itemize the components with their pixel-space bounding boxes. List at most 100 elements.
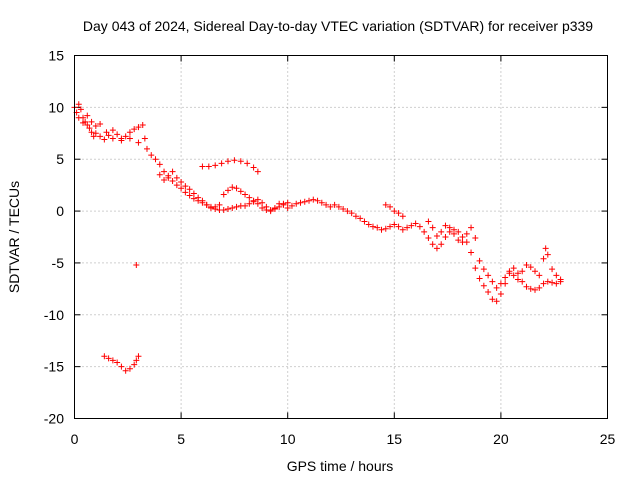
data-point	[267, 207, 274, 214]
data-point	[126, 129, 133, 136]
data-point	[485, 272, 492, 279]
data-point	[425, 235, 432, 242]
data-point	[463, 230, 470, 237]
data-point	[340, 205, 347, 212]
data-point	[489, 296, 496, 303]
data-point	[523, 283, 530, 290]
data-point	[135, 139, 142, 146]
data-point	[186, 186, 193, 193]
data-point	[156, 171, 163, 178]
y-tick-label: 5	[56, 151, 64, 167]
data-point	[126, 135, 133, 142]
data-point	[519, 268, 526, 275]
data-point	[442, 222, 449, 229]
data-point	[301, 198, 308, 205]
series-secondary-trace	[75, 112, 564, 291]
data-point	[225, 158, 232, 165]
data-point	[532, 268, 539, 275]
data-point	[233, 203, 240, 210]
data-point	[357, 215, 364, 222]
data-point	[199, 197, 206, 204]
data-point	[497, 291, 504, 298]
series-upper-arc	[199, 157, 261, 175]
y-tick-labels: -20 -15 -10 -5 0 5 10 15	[44, 48, 64, 427]
data-point	[387, 223, 394, 230]
data-point	[532, 286, 539, 293]
data-point	[259, 204, 266, 211]
data-point	[103, 129, 110, 136]
data-point	[216, 201, 223, 208]
data-point	[557, 276, 564, 283]
data-point	[280, 200, 287, 207]
data-point	[92, 123, 99, 130]
data-point	[288, 202, 295, 209]
data-point	[297, 199, 304, 206]
data-point	[387, 203, 394, 210]
plot-frame	[74, 55, 608, 419]
data-point	[88, 129, 95, 136]
data-point	[382, 225, 389, 232]
data-point	[489, 278, 496, 285]
data-point	[421, 228, 428, 235]
data-point	[173, 174, 180, 181]
data-point	[118, 137, 125, 144]
data-point	[438, 241, 445, 248]
data-point	[135, 353, 142, 360]
data-point	[135, 124, 142, 131]
data-point	[141, 135, 148, 142]
x-tick-label: 0	[71, 431, 79, 447]
data-point	[468, 249, 475, 256]
data-point	[244, 160, 251, 167]
data-point	[284, 204, 291, 211]
chart-title: Day 043 of 2024, Sidereal Day-to-day VTE…	[83, 18, 593, 34]
data-point	[161, 168, 168, 175]
x-tick-label: 10	[280, 431, 296, 447]
data-point	[476, 257, 483, 264]
data-point	[271, 205, 278, 212]
data-point	[212, 203, 219, 210]
data-point	[122, 133, 129, 140]
data-point	[480, 282, 487, 289]
data-point	[178, 179, 185, 186]
data-point	[246, 200, 253, 207]
data-point	[395, 223, 402, 230]
data-point	[109, 357, 116, 364]
data-point	[254, 200, 261, 207]
data-point	[246, 194, 253, 201]
data-point	[190, 195, 197, 202]
x-tick-label: 20	[493, 431, 509, 447]
data-point	[335, 203, 342, 210]
data-point	[395, 210, 402, 217]
data-point	[133, 262, 140, 269]
data-point	[327, 203, 334, 210]
data-point	[169, 168, 176, 175]
data-point	[203, 201, 210, 208]
data-point	[207, 204, 214, 211]
data-point	[97, 120, 104, 127]
data-point	[493, 284, 500, 291]
y-tick-label: 10	[48, 99, 64, 115]
data-point	[84, 121, 91, 128]
data-point	[544, 278, 551, 285]
data-point	[182, 183, 189, 190]
data-point	[514, 270, 521, 277]
data-point	[536, 272, 543, 279]
data-point	[250, 197, 257, 204]
y-tick-label: -10	[44, 307, 64, 323]
series-main-trace	[71, 101, 564, 305]
data-point	[182, 189, 189, 196]
data-point	[450, 230, 457, 237]
data-point	[480, 266, 487, 273]
data-point	[237, 158, 244, 165]
data-point	[497, 280, 504, 287]
data-point	[88, 118, 95, 125]
data-point	[404, 224, 411, 231]
data-point	[361, 218, 368, 225]
data-point	[536, 284, 543, 291]
data-point	[352, 213, 359, 220]
data-point	[225, 187, 232, 194]
data-point	[161, 176, 168, 183]
data-point	[173, 182, 180, 189]
data-point	[242, 191, 249, 198]
